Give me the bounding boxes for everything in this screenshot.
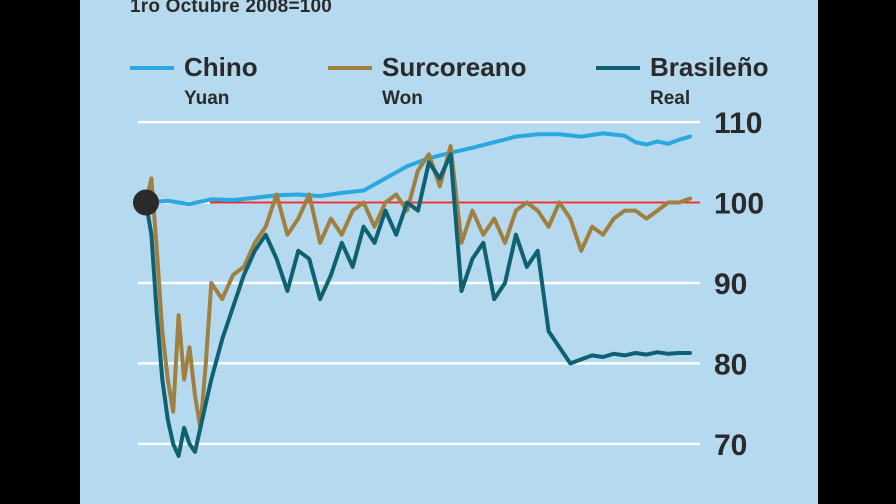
y-tick-label-100: 100 (714, 188, 764, 221)
legend-label-surcoreano: Surcoreano (382, 52, 527, 82)
start-marker-group (133, 189, 159, 216)
y-tick-label-110: 110 (714, 107, 762, 140)
legend-label-brasileno: Brasileño (650, 52, 769, 82)
y-tick-label-80: 80 (714, 348, 747, 381)
y-tick-label-90: 90 (714, 268, 747, 301)
start-marker (133, 189, 159, 216)
legend-label-chino: Chino (184, 52, 258, 82)
y-axis-ticks: 70 80 90 100 110 (714, 107, 764, 462)
legend-sublabel-chino: Yuan (184, 88, 230, 109)
y-tick-label-70: 70 (714, 429, 747, 462)
legend-sublabel-surcoreano: Won (382, 88, 423, 109)
series-lines (144, 131, 692, 458)
series-line-brasileno (144, 152, 692, 458)
legend-swatch-chino (130, 66, 174, 70)
legend-swatch-brasileno (596, 66, 640, 70)
legend-sublabel-brasileno: Real (650, 88, 691, 109)
series-line-surcoreano (144, 144, 692, 430)
legend-swatch-surcoreano (328, 66, 372, 70)
chart-subtitle: 1ro Octubre 2008=100 (130, 0, 333, 17)
